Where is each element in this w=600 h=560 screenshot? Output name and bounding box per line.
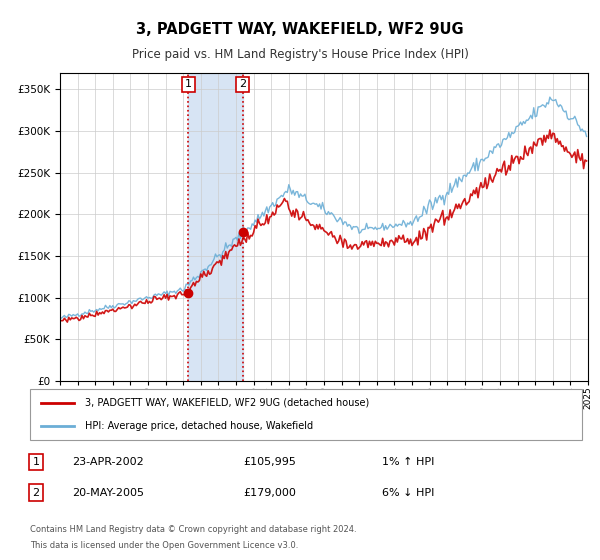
Text: Contains HM Land Registry data © Crown copyright and database right 2024.: Contains HM Land Registry data © Crown c… [30, 525, 356, 534]
Text: 23-APR-2002: 23-APR-2002 [72, 457, 144, 467]
Text: 2: 2 [239, 80, 246, 90]
Text: Price paid vs. HM Land Registry's House Price Index (HPI): Price paid vs. HM Land Registry's House … [131, 48, 469, 60]
Text: 1% ↑ HPI: 1% ↑ HPI [382, 457, 434, 467]
Text: 2: 2 [32, 488, 40, 498]
Text: £179,000: £179,000 [244, 488, 296, 498]
Text: 20-MAY-2005: 20-MAY-2005 [72, 488, 144, 498]
Text: This data is licensed under the Open Government Licence v3.0.: This data is licensed under the Open Gov… [30, 542, 298, 550]
Text: HPI: Average price, detached house, Wakefield: HPI: Average price, detached house, Wake… [85, 421, 313, 431]
Text: 6% ↓ HPI: 6% ↓ HPI [382, 488, 434, 498]
FancyBboxPatch shape [30, 389, 582, 440]
Text: 3, PADGETT WAY, WAKEFIELD, WF2 9UG (detached house): 3, PADGETT WAY, WAKEFIELD, WF2 9UG (deta… [85, 398, 370, 408]
Text: £105,995: £105,995 [244, 457, 296, 467]
Text: 1: 1 [185, 80, 192, 90]
Text: 3, PADGETT WAY, WAKEFIELD, WF2 9UG: 3, PADGETT WAY, WAKEFIELD, WF2 9UG [136, 22, 464, 38]
Bar [188, 73, 242, 381]
Text: 1: 1 [32, 457, 40, 467]
